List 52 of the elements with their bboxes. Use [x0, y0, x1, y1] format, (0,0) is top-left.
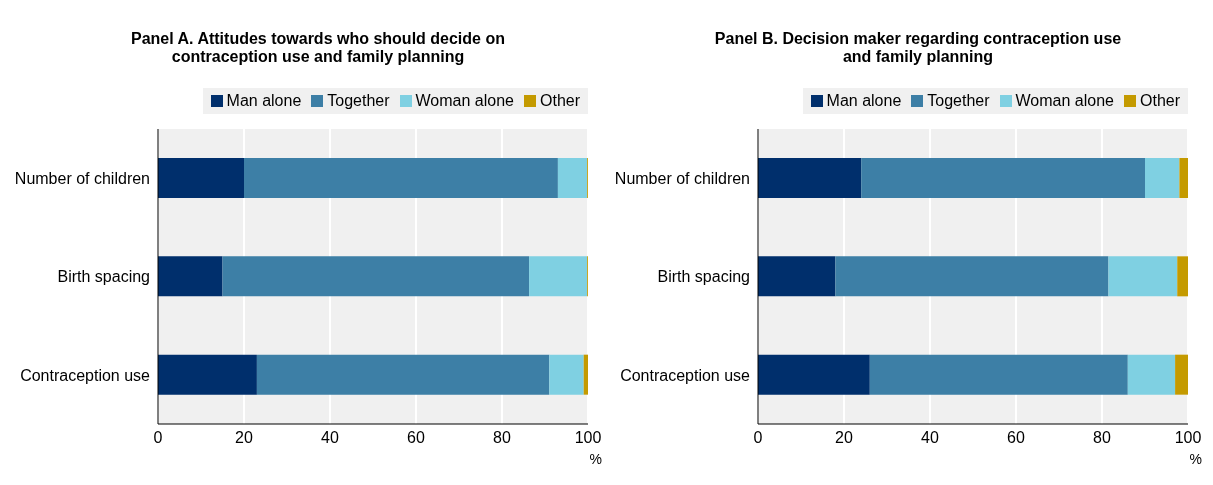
- chart-title: Panel A. Attitudes towards who should decide on contraception use and family planning: [130, 29, 506, 67]
- bar: [869, 354, 1128, 395]
- bar: [529, 256, 588, 297]
- legend-label: Woman alone: [1014, 92, 1114, 110]
- bar: [758, 158, 862, 198]
- bar: [1179, 158, 1188, 198]
- x-tick-label: 0: [753, 429, 763, 447]
- legend-label: Other: [1139, 92, 1180, 110]
- bar: [1175, 354, 1188, 395]
- x-tick-label: 20: [835, 429, 853, 447]
- bar: [158, 354, 257, 395]
- bar: [244, 158, 558, 198]
- bar: [758, 256, 836, 297]
- y-tick-label: Birth spacing: [657, 268, 750, 286]
- x-tick-label: 20: [235, 429, 253, 447]
- legend-label: Other: [539, 92, 580, 110]
- x-tick-label: 100: [574, 429, 602, 447]
- bar: [758, 354, 870, 395]
- y-tick-label: Contraception use: [620, 366, 751, 384]
- bar: [1177, 256, 1188, 297]
- x-tick-label: 80: [493, 429, 511, 447]
- bar: [256, 354, 550, 395]
- y-tick-label: Number of children: [14, 169, 150, 187]
- legend-label: Together: [326, 92, 390, 110]
- bar: [1108, 256, 1178, 297]
- bar: [557, 158, 588, 198]
- bar: [861, 158, 1145, 198]
- bar: [1127, 354, 1176, 395]
- x-tick-label: 40: [921, 429, 939, 447]
- x-axis-title: %: [589, 451, 602, 467]
- bar: [1145, 158, 1180, 198]
- y-tick-label: Number of children: [614, 169, 750, 187]
- x-tick-label: 60: [407, 429, 425, 447]
- legend-label: Woman alone: [414, 92, 514, 110]
- bar: [835, 256, 1109, 297]
- x-tick-label: 100: [1174, 429, 1202, 447]
- bar: [158, 256, 223, 297]
- bar: [583, 354, 588, 395]
- y-tick-label: Contraception use: [20, 366, 151, 384]
- chart-title: Panel B. Decision maker regarding contraception use and family planning: [713, 29, 1123, 67]
- y-tick-label: Birth spacing: [57, 268, 150, 286]
- legend-label: Together: [926, 92, 990, 110]
- x-tick-label: 80: [1093, 429, 1111, 447]
- x-tick-label: 40: [321, 429, 339, 447]
- legend-label: Man alone: [825, 92, 902, 110]
- x-tick-label: 60: [1007, 429, 1025, 447]
- bar: [222, 256, 530, 297]
- legend-label: Man alone: [225, 92, 302, 110]
- bar: [158, 158, 244, 198]
- x-tick-label: 0: [153, 429, 163, 447]
- bar: [549, 354, 584, 395]
- x-axis-title: %: [1189, 451, 1202, 467]
